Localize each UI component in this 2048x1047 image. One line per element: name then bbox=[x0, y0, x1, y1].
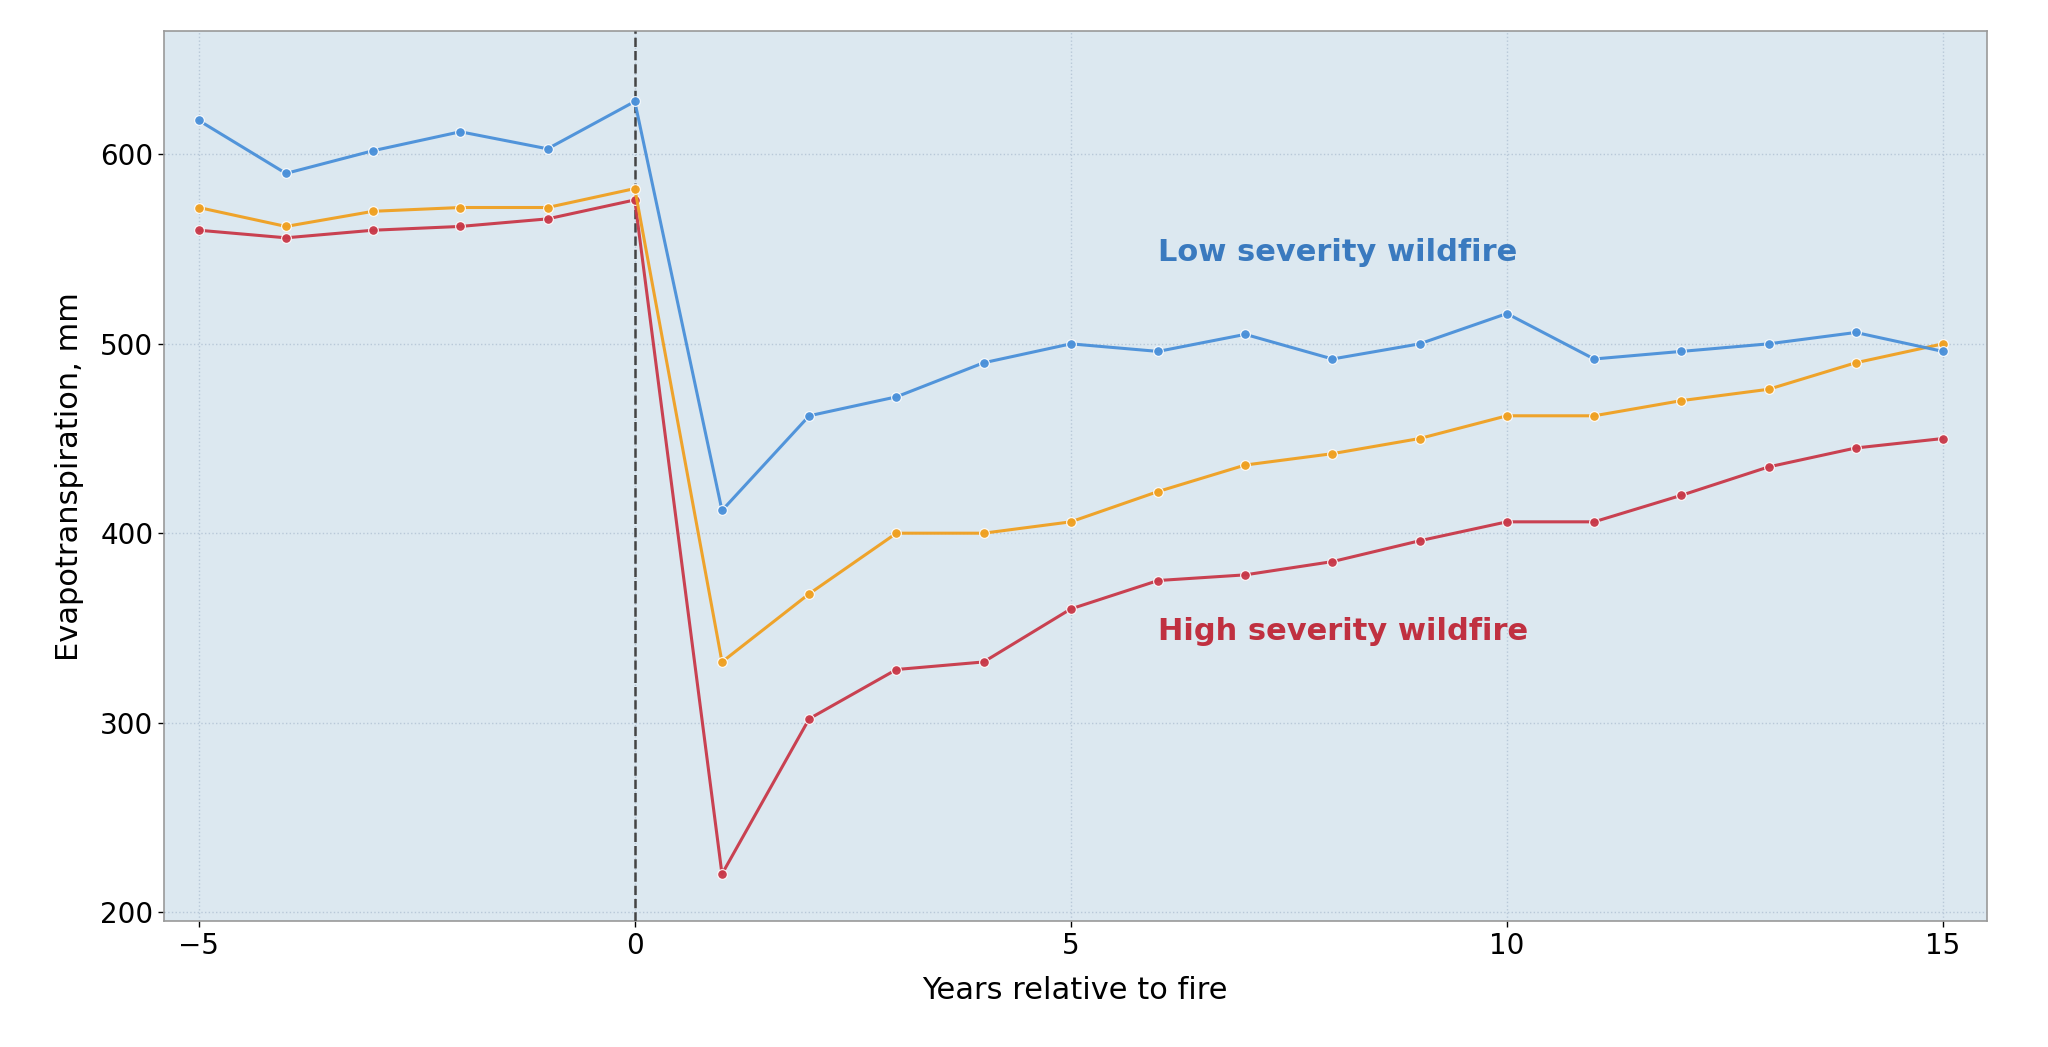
Text: High severity wildfire: High severity wildfire bbox=[1157, 617, 1528, 646]
Y-axis label: Evapotranspiration, mm: Evapotranspiration, mm bbox=[55, 292, 84, 661]
Text: Low severity wildfire: Low severity wildfire bbox=[1157, 239, 1518, 267]
X-axis label: Years relative to fire: Years relative to fire bbox=[922, 977, 1229, 1005]
